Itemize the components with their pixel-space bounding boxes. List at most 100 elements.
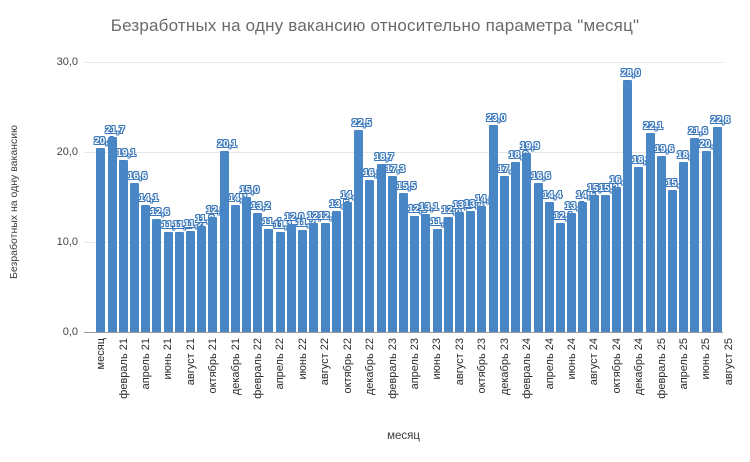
bar-value-label: 18,7 <box>374 151 394 163</box>
bar <box>499 176 509 332</box>
bar-value-label: 20,4 <box>94 136 114 148</box>
x-tick-label: июнь 23 <box>431 338 444 380</box>
x-tick-label: апрель 25 <box>678 338 691 390</box>
gridline <box>84 152 723 153</box>
bar <box>152 218 162 332</box>
bar-value-label: 14,1 <box>228 193 249 205</box>
x-tick-label: декабрь 24 <box>633 338 646 396</box>
x-tick-label: август 21 <box>184 338 197 386</box>
bar <box>477 206 487 332</box>
x-tick-label: октябрь 22 <box>341 338 354 394</box>
x-tick-label: февраль 25 <box>655 338 668 399</box>
bar <box>354 129 364 332</box>
bar <box>376 163 386 332</box>
bar-value-label: 17,3 <box>497 164 518 176</box>
x-tick-label: апрель 21 <box>139 338 152 390</box>
bar-value-label: 16,1 <box>609 175 630 187</box>
bar-value-label: 13,2 <box>251 201 271 213</box>
bar <box>399 192 408 332</box>
bar-value-label: 13,3 <box>452 200 473 212</box>
bar <box>208 216 218 332</box>
x-axis-title: месяц <box>387 430 420 442</box>
bar-value-label: 13,5 <box>329 198 349 210</box>
bar <box>342 202 352 332</box>
x-tick-label: февраль 21 <box>117 338 130 399</box>
bar <box>309 223 319 332</box>
bar-value-label: 17,3 <box>385 164 406 176</box>
bar <box>522 152 532 332</box>
bar-value-label: 11,3 <box>296 218 316 230</box>
bar-value-label: 12,1 <box>307 211 327 223</box>
bar-value-label: 23,0 <box>486 113 506 124</box>
bar <box>511 161 521 332</box>
x-tick-label: апрель 24 <box>543 338 556 390</box>
x-tick-label: февраль 24 <box>521 338 534 399</box>
y-tick-label: 30,0 <box>56 56 78 68</box>
bar-value-label: 18,3 <box>632 155 652 167</box>
y-tick-label: 0,0 <box>62 326 78 338</box>
bar <box>242 197 252 332</box>
bar <box>623 80 633 332</box>
bar-value-label: 18,9 <box>508 149 529 161</box>
x-tick-label: февраль 23 <box>386 338 399 399</box>
bar-value-label: 13,4 <box>464 199 484 211</box>
bar <box>701 151 711 332</box>
bar-value-label: 13,1 <box>419 202 439 214</box>
x-tick-label: месяц <box>95 338 108 370</box>
y-tick-label: 20,0 <box>56 146 78 158</box>
bar <box>634 167 644 332</box>
bar <box>533 182 543 332</box>
bar <box>197 225 207 332</box>
y-tick-label: 10,0 <box>56 236 78 248</box>
bar <box>421 214 431 332</box>
bar <box>275 232 285 332</box>
bar-value-label: 12,1 <box>318 211 338 223</box>
bar-value-label: 20,1 <box>699 139 719 151</box>
bar-value-label: 11,8 <box>195 213 215 225</box>
bar <box>443 216 453 332</box>
bar <box>174 232 184 332</box>
bar-value-label: 11,4 <box>262 217 282 229</box>
bar-value-label: 12,1 <box>553 211 574 223</box>
bar <box>264 229 274 332</box>
bar-value-label: 16,6 <box>531 170 551 182</box>
bar-value-label: 14,4 <box>340 190 361 202</box>
bar <box>589 195 599 332</box>
x-tick-label: октябрь 23 <box>476 338 489 394</box>
bar <box>186 231 195 332</box>
bar <box>567 213 577 332</box>
bar <box>230 205 240 332</box>
plot-area: 20,4 21,7 19,1 16,6 14,1 12,6 11,1 11,1 11,2 11,8… <box>84 62 730 333</box>
bar <box>298 230 308 332</box>
x-tick-label: август 22 <box>319 338 332 386</box>
bar <box>555 223 565 332</box>
x-tick-label: август 23 <box>453 338 466 386</box>
chart-title: Безработных на одну вакансию относительн… <box>110 16 640 35</box>
bar-value-label: 16,6 <box>127 170 148 182</box>
bar <box>118 160 128 332</box>
x-tick-label: декабрь 21 <box>229 338 242 396</box>
x-tick-label: декабрь 23 <box>498 338 511 396</box>
bar-value-label: 19,9 <box>520 140 540 152</box>
y-axis-title: Безработных на одну вакансию <box>8 125 20 279</box>
bar <box>253 213 263 332</box>
bar <box>612 187 621 332</box>
bar-value-label: 15,8 <box>665 177 686 189</box>
x-axis-baseline <box>84 332 723 333</box>
bar <box>466 211 476 332</box>
bar-value-label: 18,9 <box>677 149 697 161</box>
bar <box>690 137 700 332</box>
bar <box>129 182 139 332</box>
x-tick-label: апрель 23 <box>409 338 421 390</box>
bar-value-label: 22,8 <box>710 114 731 126</box>
bar-value-label: 11,1 <box>172 220 192 232</box>
bar-value-label: 14,5 <box>576 189 596 201</box>
x-tick-label: октябрь 21 <box>207 338 220 394</box>
bar <box>331 210 341 332</box>
bar <box>656 155 666 332</box>
bar-value-label: 12,8 <box>206 204 226 216</box>
bar <box>163 232 173 332</box>
bar <box>679 161 689 332</box>
x-tick-label: апрель 22 <box>274 338 287 390</box>
bar-value-label: 19,6 <box>654 143 675 155</box>
